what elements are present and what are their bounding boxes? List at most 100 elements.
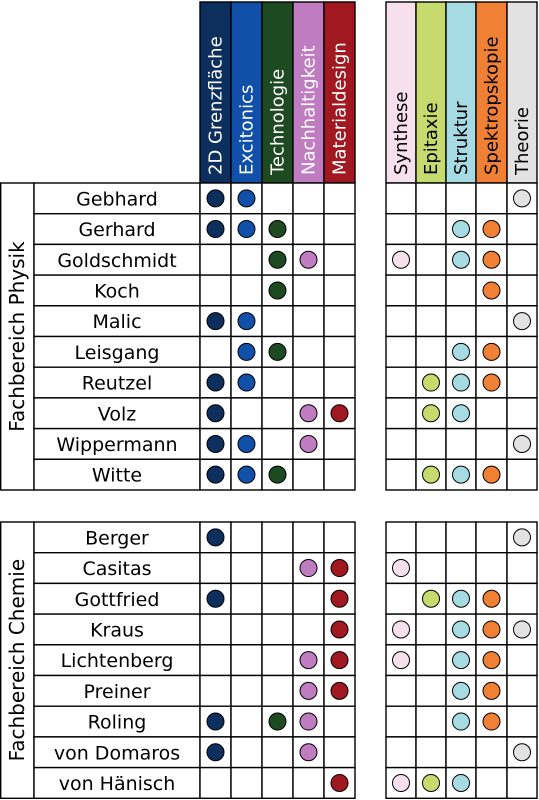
- dept-label: Fachbereich Chemie: [5, 559, 29, 762]
- dot-epitaxie: [422, 589, 440, 608]
- cell-excitonics: [230, 705, 263, 738]
- dot-spektroskopie: [482, 712, 501, 731]
- dot-spektroskopie: [482, 281, 501, 300]
- cell-theorie: [506, 766, 538, 799]
- cell-technologie: [261, 427, 294, 461]
- header-excitonics: Excitonics: [230, 1, 263, 184]
- table-row: Roling: [33, 705, 538, 738]
- table-row: Reutzel: [33, 366, 538, 399]
- dot-epitaxie: [422, 465, 440, 484]
- cell-nachhaltigkeit: [292, 305, 325, 338]
- cell-spektroskopie: [475, 552, 508, 585]
- cell-materialdesign: [323, 274, 356, 307]
- dot-epitaxie: [422, 773, 440, 792]
- dot-excitonics: [237, 189, 256, 208]
- cell-epitaxie: [415, 552, 447, 585]
- name-cell: [33, 613, 201, 646]
- cell-spektroskopie: [475, 182, 508, 215]
- table-row: Gebhard: [33, 182, 538, 215]
- name-gottfried: Gottfried: [75, 589, 160, 611]
- cell-synthese: [385, 427, 417, 461]
- cell-epitaxie: [415, 736, 447, 769]
- dot-theorie: [513, 528, 531, 547]
- cell-2d: [199, 274, 232, 307]
- header-label-theorie: Theorie: [512, 107, 533, 176]
- dot-struktur: [452, 681, 470, 700]
- table-row: Koch: [33, 274, 538, 307]
- cell-2d: [199, 335, 232, 368]
- cell-2d: [199, 766, 232, 799]
- cell-struktur: [445, 305, 477, 338]
- header-label-excitonics: Excitonics: [237, 85, 258, 175]
- dot-materialdesign: [330, 651, 349, 670]
- dot-epitaxie: [422, 373, 440, 392]
- dot-struktur: [452, 589, 470, 608]
- cell-epitaxie: [415, 674, 447, 707]
- cell-synthese: [385, 212, 417, 246]
- dot-materialdesign: [330, 559, 349, 578]
- dot-nachhaltigkeit: [299, 712, 318, 731]
- cell-materialdesign: [323, 335, 356, 368]
- cell-synthese: [385, 582, 417, 615]
- dot-materialdesign: [330, 404, 349, 423]
- dot-excitonics: [237, 220, 256, 239]
- header-label-2d: 2D Grenzfläche: [206, 36, 227, 175]
- cell-excitonics: [230, 397, 263, 430]
- dot-technologie: [268, 465, 287, 484]
- dot-struktur: [452, 651, 470, 670]
- cell-excitonics: [230, 674, 263, 707]
- cell-spektroskopie: [475, 305, 508, 338]
- table-row: Lichtenberg: [33, 644, 538, 677]
- header-theorie: Theorie: [506, 1, 538, 184]
- cell-epitaxie: [415, 613, 447, 646]
- name-cell: [33, 458, 201, 491]
- name-cell: [33, 274, 201, 307]
- dot-2d: [206, 589, 225, 608]
- cell-2d: [199, 644, 232, 677]
- name-cell: [33, 644, 201, 677]
- cell-materialdesign: [323, 705, 356, 738]
- dot-synthese: [392, 559, 410, 578]
- dot-theorie: [513, 743, 531, 762]
- header-spektropskopie: Spektropskopie: [475, 1, 508, 184]
- cell-synthese: [385, 397, 417, 430]
- cell-nachhaltigkeit: [292, 335, 325, 368]
- name-lichtenberg: Lichtenberg: [61, 650, 174, 672]
- cell-materialdesign: [323, 427, 356, 461]
- cell-nachhaltigkeit: [292, 366, 325, 399]
- name-koch: Koch: [94, 280, 140, 302]
- header-label-spektroskopie: Spektropskopie: [482, 36, 503, 175]
- cell-synthese: [385, 674, 417, 707]
- dot-excitonics: [237, 373, 256, 392]
- cell-struktur: [445, 521, 477, 554]
- name-von-domaros: von Domaros: [54, 742, 180, 764]
- dot-synthese: [392, 773, 410, 792]
- cell-theorie: [506, 366, 538, 399]
- cell-technologie: [261, 397, 294, 430]
- cell-2d: [199, 552, 232, 585]
- dot-struktur: [452, 404, 470, 423]
- dot-spektroskopie: [482, 342, 501, 361]
- cell-excitonics: [230, 736, 263, 769]
- name-gerhard: Gerhard: [78, 219, 155, 241]
- dot-technologie: [268, 712, 287, 731]
- table-row: Volz: [33, 397, 538, 430]
- cell-synthese: [385, 458, 417, 491]
- cell-2d: [199, 243, 232, 276]
- dot-struktur: [452, 373, 470, 392]
- cell-excitonics: [230, 274, 263, 307]
- dot-spektroskopie: [482, 465, 501, 484]
- cell-materialdesign: [323, 212, 356, 246]
- cell-nachhaltigkeit: [292, 582, 325, 615]
- cell-epitaxie: [415, 182, 447, 215]
- dot-spektroskopie: [482, 620, 501, 639]
- dot-spektroskopie: [482, 651, 501, 670]
- name-leisgang: Leisgang: [75, 342, 160, 364]
- cell-technologie: [261, 736, 294, 769]
- dot-struktur: [452, 250, 470, 269]
- header-bg-synthese: [385, 1, 417, 184]
- name-witte: Witte: [92, 465, 142, 487]
- dot-spektroskopie: [482, 373, 501, 392]
- table-row: Gerhard: [33, 212, 538, 246]
